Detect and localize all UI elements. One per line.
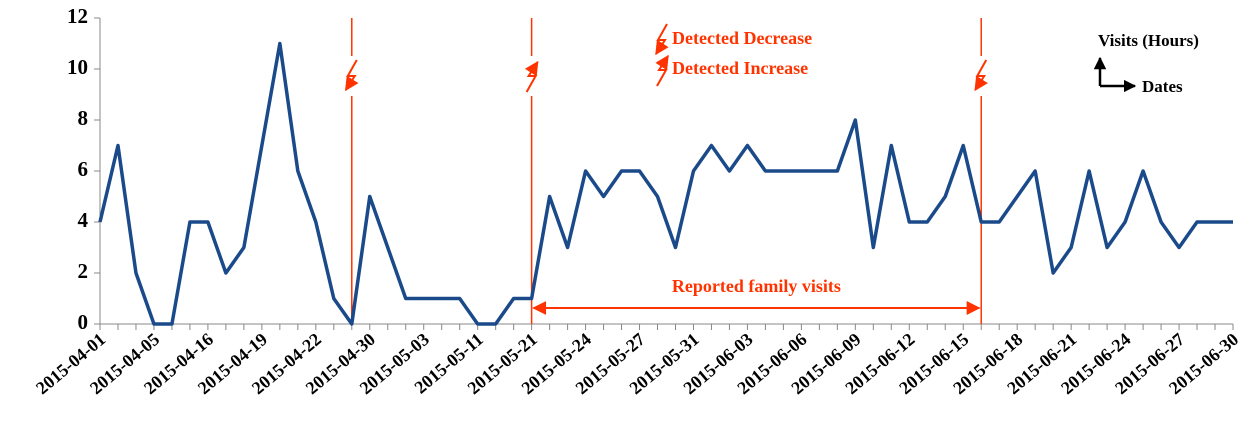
legend-icon xyxy=(655,54,669,87)
y-tick-label: 8 xyxy=(78,106,89,130)
axis-indicator xyxy=(1093,56,1137,93)
event-icon xyxy=(342,56,361,96)
y-tick-label: 2 xyxy=(78,259,89,283)
legend-label: Detected Decrease xyxy=(672,28,812,48)
y-tick-label: 0 xyxy=(78,310,89,334)
event-bolt xyxy=(524,60,539,93)
legend-icon xyxy=(655,23,669,56)
y-tick-label: 4 xyxy=(78,208,89,232)
y-tick-label: 12 xyxy=(67,4,88,28)
event-bolt xyxy=(974,59,988,92)
event-icon xyxy=(522,56,541,96)
y-axis-label: Visits (Hours) xyxy=(1098,31,1199,50)
x-axis-label: Dates xyxy=(1142,77,1183,96)
y-tick-label: 10 xyxy=(67,55,88,79)
event-bolt xyxy=(344,59,359,92)
span-label: Reported family visits xyxy=(672,276,841,296)
event-icon xyxy=(972,56,991,96)
data-line xyxy=(98,41,1233,326)
legend-label: Detected Increase xyxy=(672,58,808,78)
y-tick-label: 6 xyxy=(78,157,89,181)
